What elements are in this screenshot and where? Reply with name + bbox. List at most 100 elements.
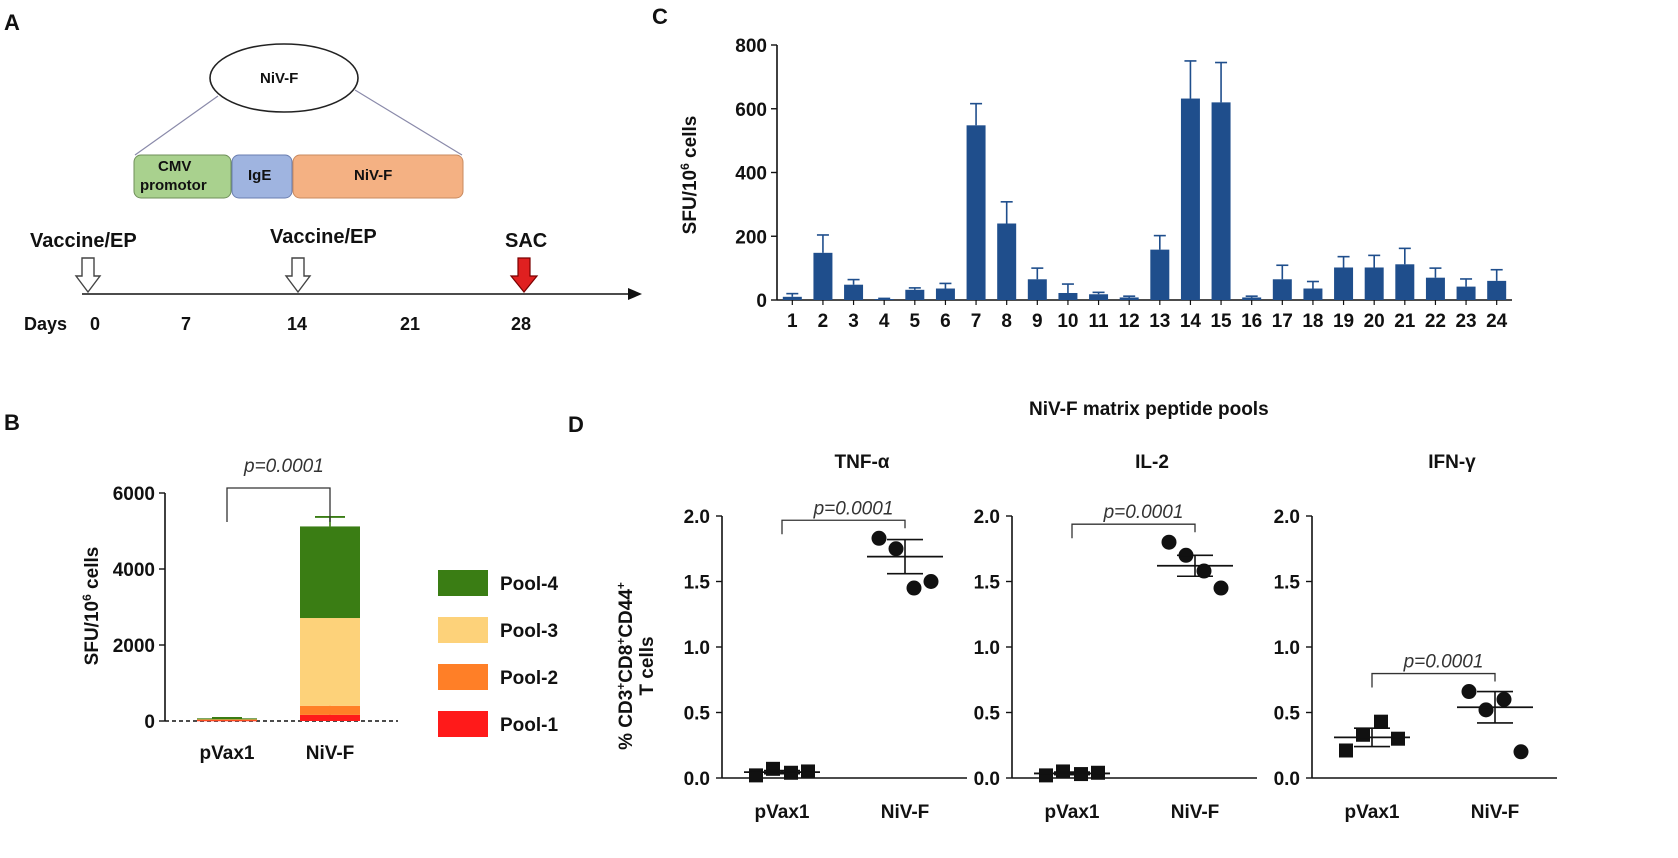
c-xtick-label: 15 xyxy=(1210,311,1232,332)
days-label: Days xyxy=(24,314,68,334)
c-xtick-label: 13 xyxy=(1149,311,1170,332)
c-ytick-label: 600 xyxy=(735,100,767,121)
b-legend-swatch xyxy=(438,617,488,643)
d-xtick-label: NiV-F xyxy=(881,802,930,823)
nivf-segment-label: NiV-F xyxy=(354,167,393,184)
c-xtick-label: 23 xyxy=(1455,311,1476,332)
d-ylabel-p5: CD44 xyxy=(616,589,638,638)
d-ytick-label: 0.5 xyxy=(1274,704,1301,725)
b-legend-label: Pool-2 xyxy=(500,668,558,689)
b-ytick-label: 4000 xyxy=(113,560,155,581)
b-bar-segment xyxy=(300,526,360,619)
sac-arrow xyxy=(509,257,539,293)
c-bar xyxy=(1211,102,1231,300)
d-significance-bracket xyxy=(1071,523,1196,539)
b-ytick-label: 0 xyxy=(144,712,155,733)
d-xtick-label: NiV-F xyxy=(1471,802,1520,823)
d-ytick-label: 2.0 xyxy=(1274,507,1300,528)
d-ylabel-p6: + xyxy=(613,582,628,590)
cmv-label-line1: CMV xyxy=(158,158,192,175)
c-xtick-label: 12 xyxy=(1119,311,1140,332)
b-legend-swatch xyxy=(438,664,488,690)
c-xtick-label: 20 xyxy=(1364,311,1385,332)
d-panel-title: TNF-α xyxy=(835,452,890,473)
panel-label-c: C xyxy=(652,4,668,29)
b-bar-segment xyxy=(300,618,360,706)
c-ylabel-base: SFU/10 xyxy=(680,169,702,235)
d-point-square xyxy=(1091,765,1105,780)
d-ytick-label: 0.5 xyxy=(974,704,1001,725)
b-ytick-label: 2000 xyxy=(113,636,155,657)
c-xtick-label: 6 xyxy=(940,311,951,332)
c-xtick-label: 21 xyxy=(1394,311,1416,332)
c-xtick-label: 7 xyxy=(971,311,982,332)
d-point-circle xyxy=(1161,534,1177,550)
d-ytick-label: 1.0 xyxy=(1274,638,1300,659)
d-point-square xyxy=(801,764,815,779)
d-ytick-label: 1.5 xyxy=(684,573,711,594)
c-bar xyxy=(1027,279,1047,300)
c-xtick-label: 11 xyxy=(1089,311,1110,332)
b-ylabel-rest: cells xyxy=(82,546,104,595)
d-point-circle xyxy=(871,530,887,546)
d-ytick-label: 1.5 xyxy=(974,573,1001,594)
c-bar xyxy=(1180,98,1200,300)
d-ytick-label: 1.5 xyxy=(1274,573,1301,594)
b-pvalue: p=0.0001 xyxy=(244,456,324,477)
b-bar-segment xyxy=(197,719,257,721)
b-significance-bracket xyxy=(226,487,331,522)
c-bar xyxy=(997,223,1017,300)
d-xtick-label: NiV-F xyxy=(1171,802,1220,823)
c-bar xyxy=(905,289,925,300)
c-ylabel-rest: cells xyxy=(680,115,702,164)
ellipse-label: NiV-F xyxy=(260,70,299,87)
c-xlabel: NiV-F matrix peptide pools xyxy=(1029,399,1269,420)
day-tick-21: 21 xyxy=(400,314,421,334)
cmv-label-line2: promotor xyxy=(140,177,207,194)
c-ytick-label: 0 xyxy=(756,291,767,312)
timeline-arrowhead xyxy=(628,288,642,300)
c-xtick-label: 22 xyxy=(1425,311,1446,332)
b-ylabel-base: SFU/10 xyxy=(82,600,104,666)
b-ytick-label: 6000 xyxy=(113,484,155,505)
d-ylabel-p2: + xyxy=(613,682,628,690)
ige-label: IgE xyxy=(248,167,272,184)
c-bar xyxy=(1242,297,1262,300)
d-ylabel-p3: CD8 xyxy=(616,644,638,683)
d-significance-bracket xyxy=(781,519,906,535)
d-significance-bracket xyxy=(1371,672,1496,688)
panel-label-b: B xyxy=(4,410,20,435)
d-xtick-label: pVax1 xyxy=(755,802,810,823)
b-bar-segment xyxy=(197,720,257,722)
c-bar xyxy=(1089,294,1109,300)
b-bar-segment xyxy=(197,718,257,720)
c-xtick-label: 16 xyxy=(1241,311,1262,332)
b-bar-segment xyxy=(300,714,360,721)
event-label-3: SAC xyxy=(505,230,548,252)
d-point-circle xyxy=(1461,684,1477,700)
b-legend-swatch xyxy=(438,570,488,596)
d-panel-title: IL-2 xyxy=(1135,452,1169,473)
d-point-square xyxy=(1074,767,1088,782)
c-bar xyxy=(1425,277,1445,300)
d-point-circle xyxy=(1478,702,1494,718)
zoom-line-right xyxy=(354,89,463,156)
d-pvalue: p=0.0001 xyxy=(1403,652,1484,673)
d-point-square xyxy=(1039,768,1053,783)
c-xtick-label: 24 xyxy=(1486,311,1508,332)
c-xtick-label: 9 xyxy=(1032,311,1043,332)
c-bar xyxy=(1119,297,1139,300)
b-ylabel: SFU/106 cells xyxy=(80,547,104,666)
event-label-1: Vaccine/EP xyxy=(30,230,137,252)
d-ytick-label: 2.0 xyxy=(974,507,1000,528)
c-ylabel-sup: 6 xyxy=(677,163,692,170)
c-xtick-label: 10 xyxy=(1057,311,1078,332)
c-bar xyxy=(966,125,986,300)
c-xtick-label: 17 xyxy=(1272,311,1293,332)
b-xtick-label: NiV-F xyxy=(306,743,355,764)
c-ylabel: SFU/106 cells xyxy=(678,116,702,235)
vaccine-arrow-day0 xyxy=(74,257,102,294)
d-point-circle xyxy=(1213,580,1229,596)
d-point-square xyxy=(1056,764,1070,779)
